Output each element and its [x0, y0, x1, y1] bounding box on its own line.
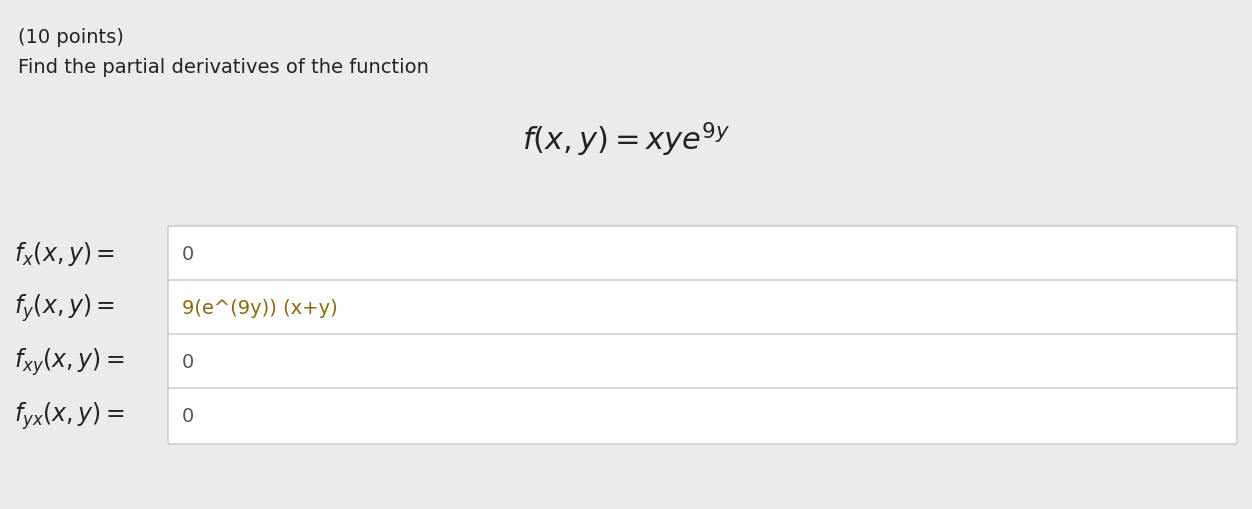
FancyBboxPatch shape — [168, 226, 1237, 282]
Text: Find the partial derivatives of the function: Find the partial derivatives of the func… — [18, 58, 429, 77]
Text: 9(e^(9y)) (x+y): 9(e^(9y)) (x+y) — [182, 298, 338, 318]
Text: $f_x(x, y) =$: $f_x(x, y) =$ — [14, 240, 115, 268]
Text: 0: 0 — [182, 407, 194, 426]
Text: 0: 0 — [182, 353, 194, 372]
FancyBboxPatch shape — [168, 280, 1237, 336]
Text: 0: 0 — [182, 244, 194, 264]
Text: $f(x, y) = xye^{9y}$: $f(x, y) = xye^{9y}$ — [522, 120, 730, 158]
FancyBboxPatch shape — [168, 334, 1237, 390]
Text: $f_{xy}(x, y) =$: $f_{xy}(x, y) =$ — [14, 346, 125, 378]
FancyBboxPatch shape — [168, 388, 1237, 444]
Text: $f_{yx}(x, y) =$: $f_{yx}(x, y) =$ — [14, 400, 125, 432]
Text: (10 points): (10 points) — [18, 28, 124, 47]
Text: $f_y(x, y) =$: $f_y(x, y) =$ — [14, 292, 115, 324]
